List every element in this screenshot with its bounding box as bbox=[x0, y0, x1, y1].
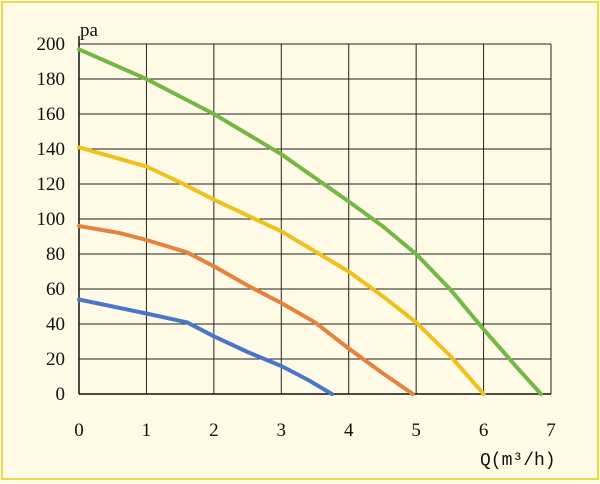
y-tick-label-1: 20 bbox=[46, 349, 65, 370]
y-tick-label-3: 60 bbox=[46, 279, 65, 300]
y-tick-label-2: 40 bbox=[46, 314, 65, 335]
y-tick-label-8: 160 bbox=[37, 104, 66, 125]
series-line-3 bbox=[77, 297, 334, 396]
x-tick-label-0: 0 bbox=[74, 420, 84, 441]
series-line-1 bbox=[77, 145, 486, 396]
series-lines bbox=[77, 47, 543, 396]
series-line-2 bbox=[77, 224, 415, 396]
tick-labels: 0 20 40 60 80 100 120 140 160 180 200 0 1 2 3 4 5 6 7 bbox=[37, 34, 556, 441]
y-axis-label: pa bbox=[80, 20, 99, 41]
x-tick-label-2: 2 bbox=[209, 420, 219, 441]
y-tick-label-7: 140 bbox=[37, 139, 66, 160]
x-tick-label-1: 1 bbox=[142, 420, 152, 441]
y-tick-label-5: 100 bbox=[37, 209, 66, 230]
y-tick-label-9: 180 bbox=[37, 69, 66, 90]
x-tick-label-7: 7 bbox=[546, 420, 556, 441]
x-tick-label-6: 6 bbox=[479, 420, 489, 441]
y-tick-label-4: 80 bbox=[46, 244, 65, 265]
y-tick-label-10: 200 bbox=[37, 34, 66, 55]
x-tick-label-5: 5 bbox=[411, 420, 421, 441]
series-line-0 bbox=[77, 47, 543, 396]
x-axis-label: Q(m³/h) bbox=[480, 451, 556, 471]
x-tick-label-4: 4 bbox=[344, 420, 354, 441]
grid bbox=[78, 36, 552, 395]
pump-curve-chart: 0 20 40 60 80 100 120 140 160 180 200 0 1 2 3 4 5 6 7 pa Q… bbox=[37, 20, 556, 471]
x-tick-label-3: 3 bbox=[277, 420, 287, 441]
y-tick-label-0: 0 bbox=[56, 384, 66, 405]
y-tick-label-6: 120 bbox=[37, 174, 66, 195]
